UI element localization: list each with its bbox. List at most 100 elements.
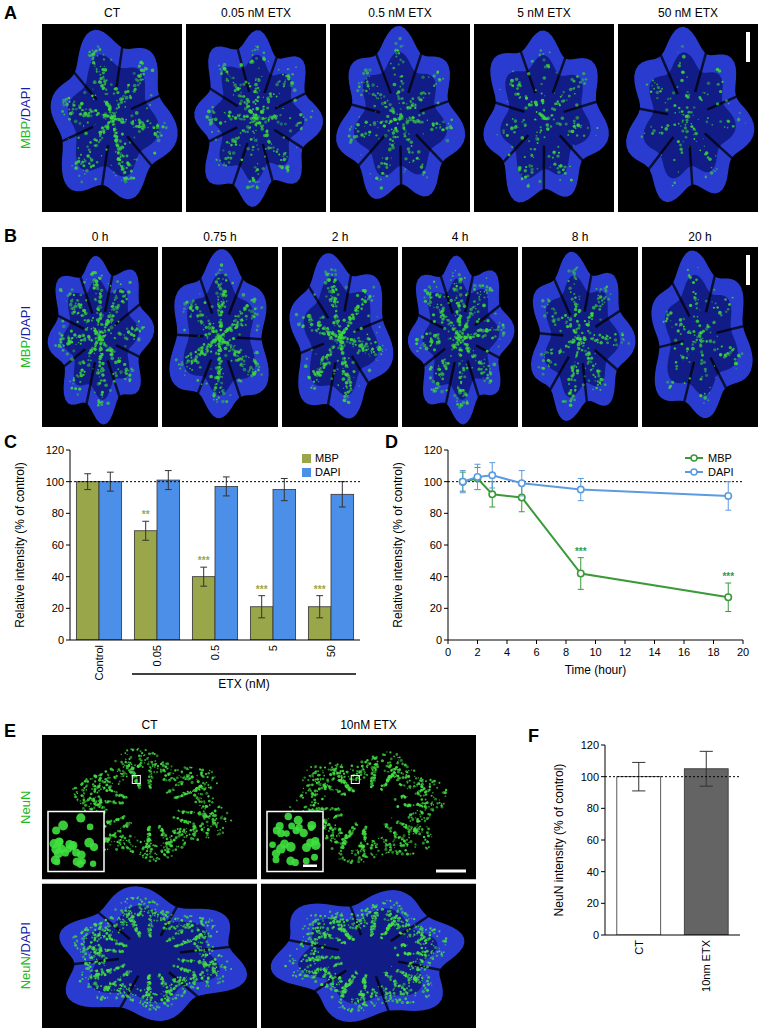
stain-dot [542,109,545,112]
stain-dot [63,113,65,115]
stain-dot [397,97,400,100]
stain-dot [110,318,114,322]
stain-dot [562,169,565,172]
fissure [108,361,120,398]
stain-dot [673,159,676,162]
stain-dot [698,119,699,120]
stain-dot [556,72,558,74]
micrograph-background [42,247,158,427]
stain-dot [255,57,258,60]
stain-dot [118,332,121,335]
stain-dot [704,145,706,147]
stain-dot [100,371,102,373]
stain-dot [257,79,261,83]
stain-dot [121,300,124,303]
fissure [80,276,92,314]
stain-dot [244,80,247,83]
stain-dot [282,108,284,110]
stain-dot [579,81,582,84]
stain-dot [73,308,75,310]
stain-dot [395,130,398,133]
stain-dot [528,140,530,142]
stain-dot [98,80,102,84]
stain-dot [435,122,438,125]
stain-dot [264,120,268,124]
stain-dot [394,143,395,144]
stain-dot [73,379,76,382]
stain-dot [224,112,225,113]
stain-dot [577,85,580,88]
fissure [263,144,273,183]
stain-dot [685,124,687,126]
stain-dot [70,357,74,361]
stain-dot [86,154,89,157]
stain-dot [109,103,111,105]
stain-dot [94,353,95,354]
stain-dot [97,404,100,407]
stain-dot [450,127,453,130]
stain-dot [510,127,514,131]
stain-dot [98,296,101,299]
stain-dot [559,179,561,181]
stain-dot [528,103,531,106]
stain-dot [291,82,295,86]
stain-dot [117,368,119,370]
stain-dot [413,160,415,162]
stain-dot [727,120,730,123]
stain-dot [433,85,435,87]
stain-dot [408,133,409,134]
stain-dot [403,45,405,47]
fissure [74,72,97,100]
stain-dot [111,305,114,308]
stain-dot [61,290,63,292]
stain-dot [115,151,117,153]
stain-dot [711,124,713,126]
fissure [503,135,529,163]
stain-dot [679,111,681,113]
stain-dot [98,277,101,280]
stain-dot [141,327,144,330]
stain-dot [285,166,288,169]
stain-dot [395,52,397,54]
stain-dot [121,117,124,120]
stain-dot [290,81,294,85]
stain-dot [561,94,563,96]
stain-dot [122,118,124,120]
row-label-part: /DAPI [18,306,33,340]
fissure [494,102,524,111]
stain-dot [73,377,75,379]
stain-dot [103,369,105,371]
stain-dot [121,161,123,163]
stain-dot [116,107,119,110]
stain-dot [256,125,258,127]
stain-dot [210,117,212,119]
row-label-part: MBP [18,121,33,149]
stain-dot [414,107,416,109]
stain-dot [291,73,293,75]
stain-dot [397,95,400,98]
stain-dot [570,78,573,81]
stain-dot [680,79,684,83]
stain-dot [97,46,100,49]
stain-dot [94,299,97,302]
stain-dot [105,88,107,90]
stain-dot [353,135,357,139]
column-title: 0.75 h [203,230,236,244]
stain-dot [228,115,231,118]
stain-dot [710,171,714,175]
stain-dot [294,100,296,102]
stain-dot [256,144,258,146]
stain-dot [107,283,109,285]
stain-dot [377,121,378,122]
stain-dot [673,181,676,184]
stain-dot [152,126,155,129]
stain-dot [94,65,96,67]
stain-dot [391,129,393,131]
stain-dot [358,82,361,85]
stain-dot [72,104,75,107]
stain-dot [82,164,85,167]
stain-dot [70,307,73,310]
stain-dot [680,125,682,127]
stain-dot [544,95,546,97]
stain-dot [91,347,94,350]
